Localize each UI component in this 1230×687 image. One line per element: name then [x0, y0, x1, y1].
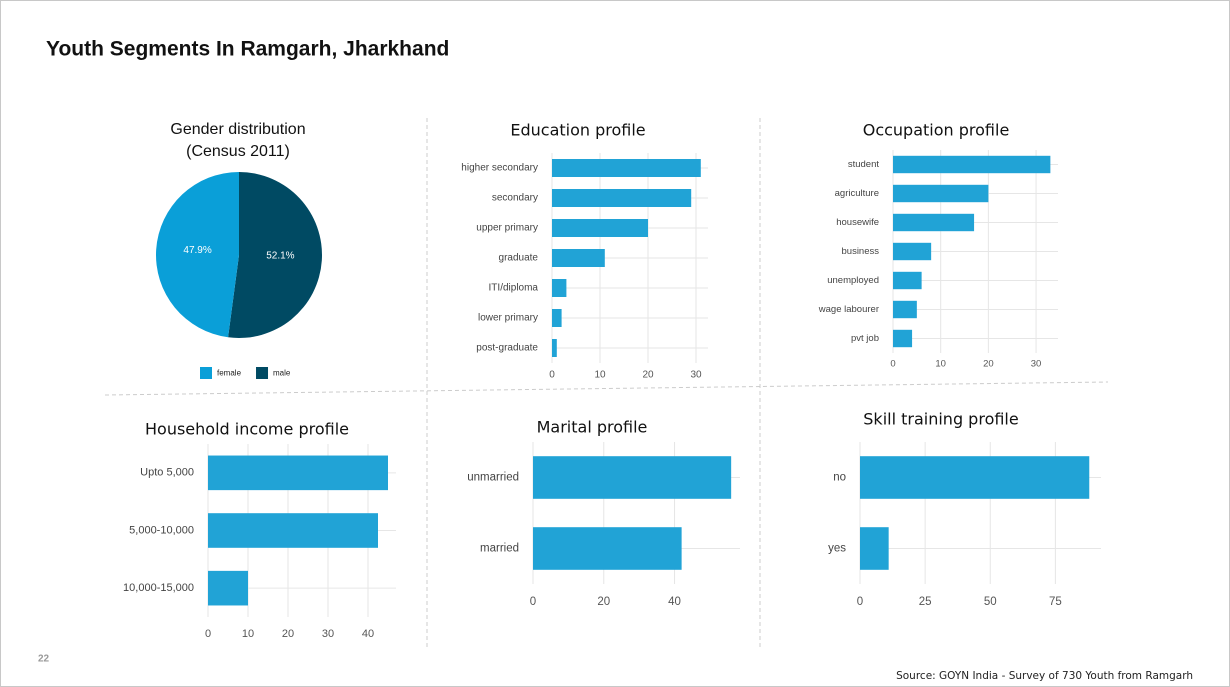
x-tick-label: 20 — [983, 359, 994, 370]
bar — [552, 189, 692, 207]
y-tick-label: married — [480, 543, 519, 555]
chart-title: Skill training profile — [863, 410, 1018, 429]
bar — [893, 271, 922, 290]
bar — [552, 159, 701, 177]
bar — [893, 184, 989, 203]
bar — [893, 300, 917, 319]
y-tick-label: graduate — [499, 253, 539, 264]
x-tick-label: 40 — [668, 596, 681, 608]
y-tick-label: unmarried — [467, 472, 519, 484]
y-tick-label: post-graduate — [476, 343, 538, 354]
y-tick-label: lower primary — [478, 313, 538, 324]
bar — [533, 456, 732, 499]
y-tick-label: housewife — [836, 217, 879, 228]
y-tick-label: business — [842, 246, 880, 257]
chart-title: Gender distribution — [170, 121, 305, 138]
chart-title: Education profile — [510, 121, 645, 140]
legend-swatch — [200, 367, 212, 379]
y-tick-label: agriculture — [835, 188, 879, 199]
x-tick-label: 0 — [205, 628, 211, 640]
y-tick-label: upper primary — [476, 223, 538, 234]
bar — [208, 570, 248, 606]
x-tick-label: 20 — [597, 596, 610, 608]
y-tick-label: pvt job — [851, 333, 879, 344]
x-tick-label: 0 — [549, 370, 555, 381]
x-tick-label: 0 — [530, 596, 536, 608]
bar — [893, 242, 932, 261]
y-tick-label: 10,000-15,000 — [123, 582, 194, 594]
y-tick-label: Upto 5,000 — [140, 467, 194, 479]
x-tick-label: 0 — [890, 359, 895, 370]
y-tick-label: yes — [828, 543, 846, 555]
bar — [533, 527, 682, 570]
legend-label: male — [273, 369, 291, 378]
x-tick-label: 75 — [1049, 596, 1062, 608]
bar — [552, 279, 567, 297]
chart-subtitle: (Census 2011) — [186, 143, 290, 160]
source: Source: GOYN India - Survey of 730 Youth… — [896, 670, 1193, 682]
x-tick-label: 50 — [984, 596, 997, 608]
y-tick-label: unemployed — [827, 275, 879, 286]
bar — [552, 249, 605, 267]
x-tick-label: 10 — [935, 359, 946, 370]
y-tick-label: higher secondary — [461, 163, 538, 174]
bar — [860, 456, 1090, 499]
y-tick-label: secondary — [492, 193, 538, 204]
x-tick-label: 10 — [242, 628, 254, 640]
bar — [552, 339, 557, 357]
y-tick-label: 5,000-10,000 — [129, 524, 194, 536]
x-tick-label: 30 — [322, 628, 334, 640]
slice-label: 52.1% — [266, 250, 294, 261]
separator — [104, 381, 1109, 396]
pie-slice — [228, 172, 322, 339]
x-tick-label: 0 — [857, 596, 863, 608]
bar — [893, 155, 1051, 174]
page-number: 22 — [38, 654, 50, 665]
bar — [893, 213, 975, 232]
y-tick-label: ITI/diploma — [489, 283, 539, 294]
slide-title: Youth Segments In Ramgarh, Jharkhand — [46, 38, 449, 61]
y-tick-label: no — [833, 472, 846, 484]
legend-label: female — [217, 369, 242, 378]
x-tick-label: 10 — [594, 370, 606, 381]
pie-slice — [155, 172, 239, 338]
x-tick-label: 20 — [642, 370, 654, 381]
chart-title: Household income profile — [145, 420, 349, 439]
y-tick-label: wage labourer — [818, 304, 879, 315]
bar — [208, 513, 378, 548]
chart-title: Occupation profile — [863, 121, 1010, 140]
chart-title: Marital profile — [537, 418, 648, 437]
legend-swatch — [256, 367, 269, 379]
x-tick-label: 30 — [690, 370, 702, 381]
x-tick-label: 40 — [362, 628, 374, 640]
slice-label: 47.9% — [183, 245, 211, 256]
x-tick-label: 20 — [282, 628, 294, 640]
bar — [552, 309, 562, 327]
bar — [860, 527, 889, 570]
y-tick-label: student — [848, 159, 880, 170]
bar — [552, 219, 648, 237]
x-tick-label: 25 — [919, 596, 932, 608]
bar — [893, 329, 913, 348]
x-tick-label: 30 — [1031, 359, 1042, 370]
bar — [208, 455, 388, 491]
